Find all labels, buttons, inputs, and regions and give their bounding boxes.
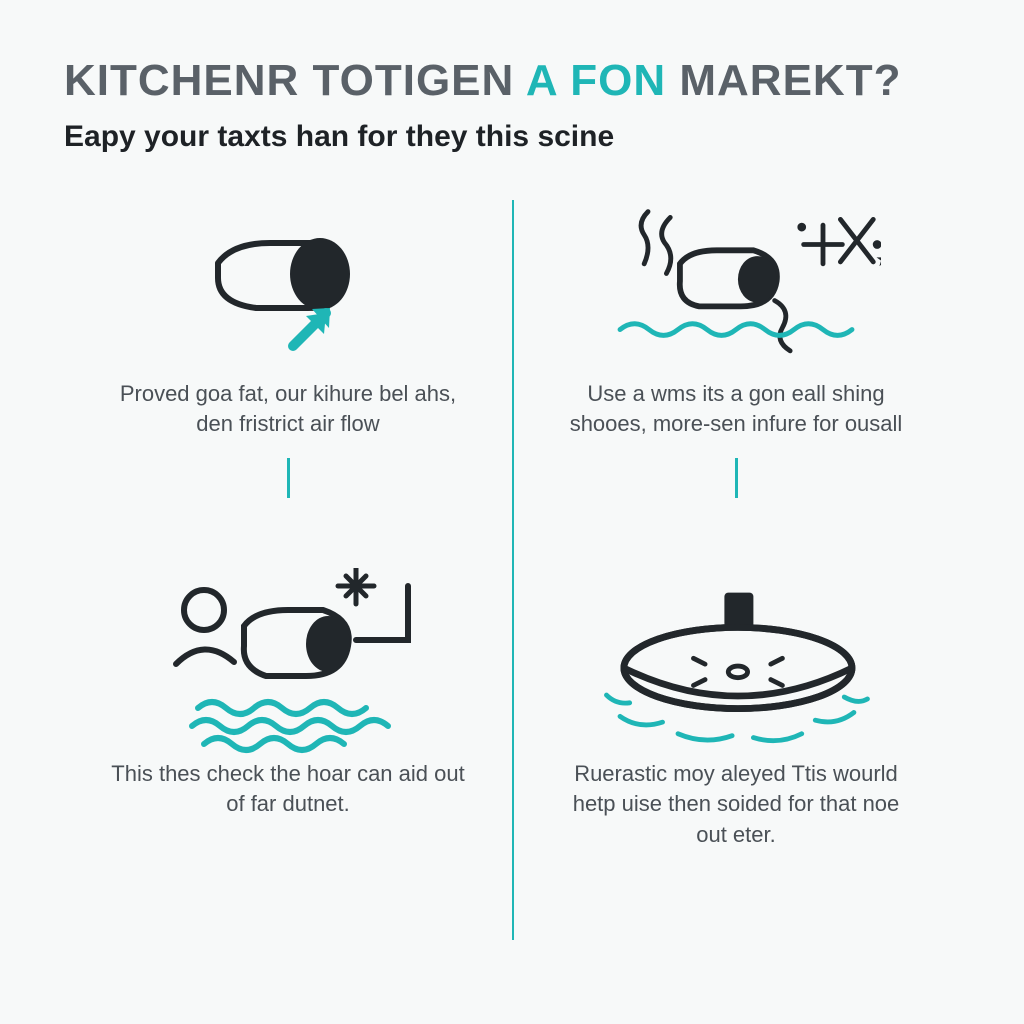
title-accent: A FON bbox=[526, 56, 666, 105]
caption-bottom-left: This thes check the hoar can aid out of … bbox=[108, 759, 468, 820]
main-title: KITCHENR TOTIGEN A FON MAREKT? bbox=[64, 56, 960, 106]
cell-bottom-right: Ruerastic moy aleyed Ttis wourld hetp ui… bbox=[512, 570, 960, 950]
dryer-steam-sparkle-icon: ★ bbox=[591, 200, 881, 375]
dryer-arrow-icon bbox=[143, 200, 433, 375]
caption-bottom-right: Ruerastic moy aleyed Ttis wourld hetp ui… bbox=[556, 759, 916, 850]
connector-right bbox=[735, 458, 738, 498]
person-dryer-waves-icon bbox=[143, 580, 433, 755]
connector-left bbox=[287, 458, 290, 498]
infographic-grid: Proved goa fat, our kihure bel ahs, den … bbox=[64, 190, 960, 950]
cell-top-left: Proved goa fat, our kihure bel ahs, den … bbox=[64, 190, 512, 570]
lid-motion-icon bbox=[591, 580, 881, 755]
caption-top-right: Use a wms its a gon eall shing shooes, m… bbox=[556, 379, 916, 440]
title-suffix: MAREKT? bbox=[666, 56, 901, 105]
svg-text:★: ★ bbox=[875, 249, 881, 270]
vertical-divider bbox=[512, 200, 514, 940]
caption-top-left: Proved goa fat, our kihure bel ahs, den … bbox=[108, 379, 468, 440]
subtitle: Eapy your taxts han for they this scine bbox=[64, 120, 960, 154]
title-prefix: KITCHENR TOTIGEN bbox=[64, 56, 514, 105]
cell-top-right: ★ Use a wms its a gon eall shing shooes,… bbox=[512, 190, 960, 570]
cell-bottom-left: This thes check the hoar can aid out of … bbox=[64, 570, 512, 950]
